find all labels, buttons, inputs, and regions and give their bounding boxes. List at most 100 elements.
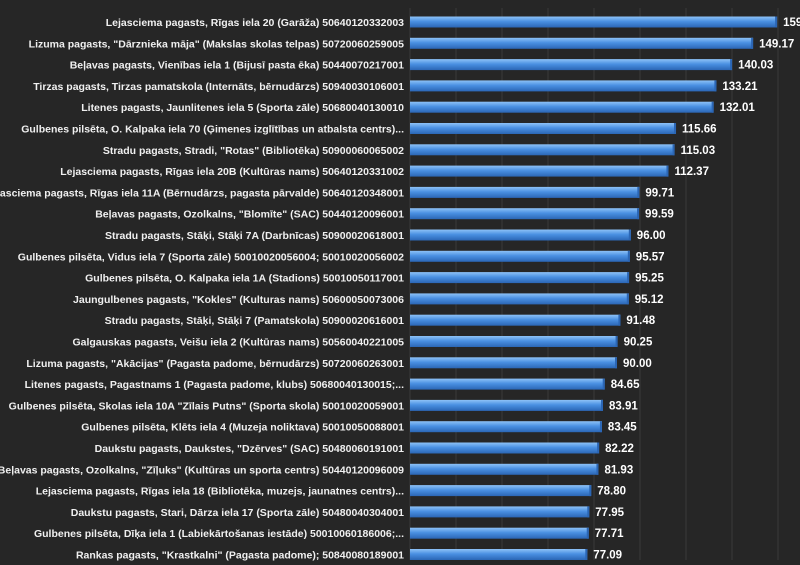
bar bbox=[410, 80, 717, 92]
category-label: Lejasciema pagasts, Rīgas iela 11A (Bērn… bbox=[0, 187, 404, 199]
category-label: Stradu pagasts, Stradi, "Rotas" (Bibliot… bbox=[103, 145, 404, 157]
value-label: 77.95 bbox=[595, 507, 624, 519]
value-label: 115.03 bbox=[681, 145, 716, 157]
bar bbox=[410, 16, 778, 28]
category-label: Gulbenes pilsēta, Dīķa iela 1 (Labiekārt… bbox=[34, 528, 404, 540]
category-label: Lejasciema pagasts, Rīgas iela 20B (Kult… bbox=[60, 166, 404, 178]
bar-end-cap bbox=[586, 527, 589, 539]
category-label: Galgauskas pagasts, Veišu iela 2 (Kultūr… bbox=[72, 337, 404, 349]
bar bbox=[410, 165, 669, 177]
bar bbox=[410, 144, 675, 156]
bar bbox=[410, 506, 590, 518]
bar bbox=[410, 37, 754, 49]
value-label: 99.71 bbox=[645, 187, 674, 199]
bar-end-cap bbox=[627, 250, 630, 262]
category-label: Lejasciema pagasts, Rīgas iela 20 (Garāž… bbox=[106, 17, 404, 29]
value-label: 83.45 bbox=[608, 422, 637, 434]
value-label: 132.01 bbox=[720, 102, 756, 114]
bar-end-cap bbox=[602, 378, 605, 390]
bar-end-cap bbox=[587, 506, 590, 518]
bar bbox=[410, 421, 602, 433]
value-label: 95.25 bbox=[635, 273, 664, 285]
value-label: 77.71 bbox=[595, 528, 624, 540]
category-label: Gulbenes pilsēta, Vidus iela 7 (Sporta z… bbox=[18, 251, 404, 263]
category-label: Gulbenes pilsēta, O. Kalpaka iela 70 (Ģi… bbox=[21, 124, 404, 136]
bar-end-cap bbox=[599, 421, 602, 433]
bar-end-cap bbox=[637, 186, 640, 198]
bar-end-cap bbox=[597, 442, 600, 454]
bar-end-cap bbox=[775, 16, 778, 28]
value-label: 95.12 bbox=[635, 294, 664, 306]
category-label: Daukstu pagasts, Stari, Dārza iela 17 (S… bbox=[71, 507, 404, 519]
bar-end-cap bbox=[637, 208, 640, 220]
value-label: 90.25 bbox=[624, 337, 653, 349]
category-label: Tirzas pagasts, Tirzas pamatskola (Inter… bbox=[33, 81, 404, 93]
value-label: 99.59 bbox=[645, 209, 674, 221]
bar-end-cap bbox=[674, 123, 677, 134]
bar bbox=[410, 123, 677, 134]
bar-end-cap bbox=[672, 144, 675, 156]
bar bbox=[410, 336, 618, 347]
value-label: 95.57 bbox=[636, 251, 665, 263]
bar bbox=[410, 293, 629, 305]
bar-end-cap bbox=[628, 229, 631, 241]
bar-end-cap bbox=[751, 37, 754, 49]
bar-end-cap bbox=[589, 485, 592, 497]
bar bbox=[410, 229, 631, 241]
value-label: 149.17 bbox=[759, 38, 794, 50]
category-label: Gulbenes pilsēta, O. Kalpaka iela 1A (St… bbox=[85, 273, 404, 285]
value-label: 78.80 bbox=[597, 486, 626, 498]
category-label: Lejasciema pagasts, Rīgas iela 18 (Bibli… bbox=[36, 486, 404, 498]
bar bbox=[410, 485, 592, 497]
category-label: Litenes pagasts, Pagastnams 1 (Pagasta p… bbox=[25, 379, 404, 391]
bar bbox=[410, 101, 714, 113]
value-label: 133.21 bbox=[722, 81, 758, 93]
bar-end-cap bbox=[618, 314, 621, 326]
category-label: Beļavas pagasts, Ozolkalns, "Blomīte" (S… bbox=[95, 209, 404, 221]
value-label: 140.03 bbox=[738, 60, 773, 72]
category-label: Rankas pagasts, "Krastkalni" (Pagasta pa… bbox=[76, 550, 404, 562]
bar bbox=[410, 59, 733, 71]
bar bbox=[410, 399, 603, 411]
bar bbox=[410, 250, 630, 262]
bar-end-cap bbox=[730, 59, 733, 71]
bar-end-cap bbox=[615, 336, 618, 347]
bar-end-cap bbox=[711, 101, 714, 113]
bar-end-cap bbox=[666, 165, 669, 177]
grid bbox=[409, 8, 779, 560]
bar-end-cap bbox=[585, 549, 588, 560]
bar-end-cap bbox=[596, 463, 599, 475]
bar-end-cap bbox=[627, 272, 630, 284]
value-label: 115.66 bbox=[682, 124, 717, 136]
value-label: 159.61 bbox=[783, 17, 800, 29]
bar bbox=[410, 527, 589, 539]
category-label: Jaungulbenes pagasts, "Kokles" (Kulturas… bbox=[73, 294, 404, 306]
category-labels: Lejasciema pagasts, Rīgas iela 20 (Garāž… bbox=[0, 17, 404, 562]
value-label: 77.09 bbox=[593, 550, 622, 562]
category-label: Daukstu pagasts, Daukstes, "Dzērves" (SA… bbox=[95, 443, 405, 455]
bar bbox=[410, 549, 588, 560]
value-label: 82.22 bbox=[605, 443, 634, 455]
bar bbox=[410, 186, 640, 198]
bar bbox=[410, 378, 605, 390]
value-label: 90.00 bbox=[623, 358, 652, 370]
bars bbox=[410, 16, 778, 560]
bar-end-cap bbox=[714, 80, 717, 92]
bar bbox=[410, 463, 599, 475]
category-label: Gulbenes pilsēta, Skolas iela 10A "Zīlai… bbox=[9, 400, 404, 412]
category-label: Stradu pagasts, Stāķi, Stāķi 7A (Darbnīc… bbox=[105, 230, 404, 242]
value-label: 83.91 bbox=[609, 400, 638, 412]
bar-end-cap bbox=[600, 399, 603, 411]
category-label: Lizuma pagasts, "Dārznieka māja" (Maksla… bbox=[29, 38, 404, 50]
category-label: Lizuma pagasts, "Akācijas" (Pagasta pado… bbox=[26, 358, 404, 370]
bar bbox=[410, 272, 630, 284]
bar bbox=[410, 208, 640, 220]
value-label: 81.93 bbox=[604, 464, 633, 476]
bar bbox=[410, 442, 600, 454]
category-label: Gulbenes pilsēta, Klēts iela 4 (Muzeja n… bbox=[81, 422, 404, 434]
category-label: Beļavas pagasts, Vienības iela 1 (Bijusī… bbox=[70, 60, 404, 72]
value-label: 84.65 bbox=[611, 379, 640, 391]
category-label: Litenes pagasts, Jaunlitenes iela 5 (Spo… bbox=[81, 102, 404, 114]
